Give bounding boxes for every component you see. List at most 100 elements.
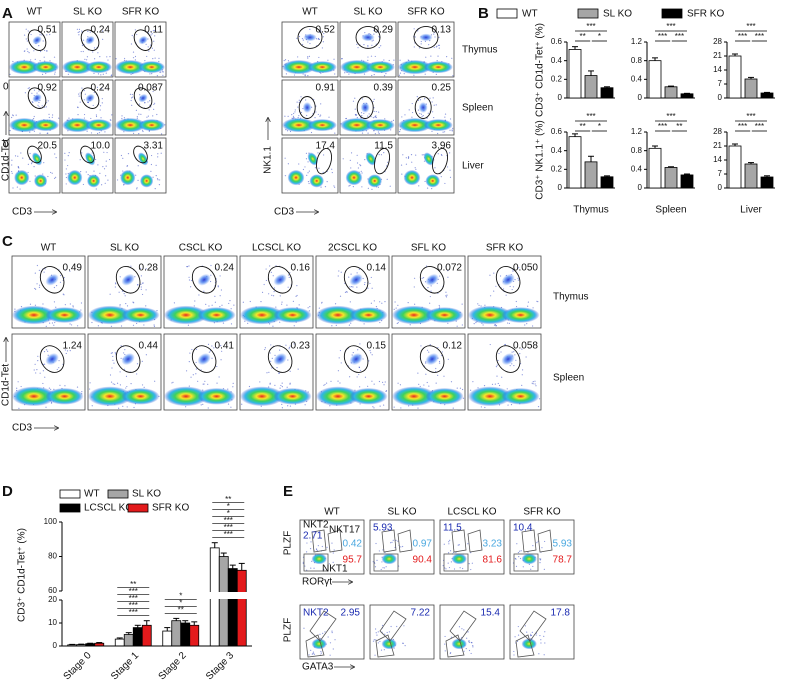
x-tick-label: Stage 2 (157, 650, 189, 681)
cell-dot (156, 113, 158, 116)
cell-density (521, 638, 537, 650)
cell-dot (411, 161, 413, 163)
cell-dot (532, 383, 534, 385)
cell-dot (140, 113, 142, 115)
cell-dot (329, 642, 332, 644)
cell-dot (46, 132, 48, 134)
legend-swatch (661, 8, 683, 19)
cell-density (32, 119, 59, 132)
cell-dot (392, 539, 394, 541)
gate-frequency: 0.29 (374, 25, 394, 36)
cell-dot (305, 152, 308, 154)
cell-dot (538, 398, 541, 400)
cell-dot (329, 654, 331, 656)
cell-dot (211, 357, 213, 359)
cell-dot (50, 388, 52, 390)
cell-dot (195, 368, 197, 370)
cell-dot (331, 168, 333, 170)
cell-dot (532, 381, 534, 383)
cell-dot (430, 55, 432, 57)
y-tick-label: 60 (48, 586, 57, 595)
cell-dot (29, 180, 31, 182)
cell-dot (446, 166, 449, 168)
cell-dot (43, 271, 45, 273)
cell-dot (113, 362, 115, 364)
cell-dot (209, 280, 212, 283)
cell-dot (393, 406, 395, 408)
cell-dot (322, 36, 324, 38)
cell-dot (527, 551, 529, 553)
cell-dot (34, 272, 36, 274)
cell-dot (27, 50, 29, 53)
cell-dot (162, 71, 164, 73)
cell-dot (308, 182, 310, 185)
cell-dot (33, 50, 35, 52)
cell-dot (468, 563, 470, 565)
cell-dot (144, 101, 146, 104)
cell-dot (426, 349, 429, 351)
gate-frequency: 0.25 (432, 83, 452, 94)
cell-dot (452, 127, 454, 129)
cell-dot (409, 324, 411, 326)
cell-dot (287, 115, 289, 117)
y-tick-label: 28 (713, 127, 722, 136)
significance: *** (224, 530, 233, 539)
gate (305, 634, 325, 658)
y-tick-label: 0.4 (631, 164, 643, 173)
bar (600, 87, 614, 99)
cell-dot (47, 100, 49, 102)
cell-density (365, 119, 395, 132)
cell-dot (81, 30, 83, 32)
cell-dot (434, 36, 436, 38)
cell-dot (39, 60, 41, 62)
cell-dot (49, 60, 51, 62)
cell-dot (160, 133, 163, 135)
cell-dot (383, 75, 386, 77)
cell-dot (118, 291, 120, 293)
cell-density (115, 59, 146, 75)
cell-dot (451, 130, 453, 132)
cell-dot (37, 360, 39, 362)
column-header: LCSCL KO (447, 507, 496, 518)
cell-dot (104, 131, 106, 133)
cell-density (501, 353, 515, 366)
cell-dot (447, 269, 449, 272)
legend-label: WT (522, 9, 538, 20)
cell-dot (354, 113, 357, 116)
cell-dot (509, 365, 511, 367)
gate (414, 96, 432, 119)
cell-dot (318, 167, 320, 169)
cell-dot (83, 113, 86, 116)
cell-dot (69, 323, 71, 325)
cell-dot (417, 407, 419, 409)
gate-frequency: 0.42 (343, 539, 363, 550)
cell-dot (441, 154, 443, 157)
cell-dot (137, 165, 139, 167)
cell-dot (76, 386, 79, 388)
cell-dot (484, 304, 486, 306)
legend-swatch (59, 489, 81, 499)
cell-dot (51, 172, 53, 174)
cell-dot (153, 108, 155, 110)
cell-dot (362, 277, 364, 280)
cell-dot (307, 75, 309, 77)
cell-dot (31, 161, 33, 163)
cell-dot (298, 115, 300, 117)
cell-dot (90, 117, 92, 120)
cell-dot (413, 277, 416, 279)
cell-dot (511, 288, 513, 291)
cell-dot (512, 286, 515, 288)
cell-dot (34, 288, 37, 290)
cell-dot (515, 359, 517, 361)
cell-dot (379, 321, 381, 324)
gate (513, 553, 539, 572)
cell-dot (395, 307, 397, 309)
cell-dot (28, 51, 30, 54)
cell-dot (58, 367, 60, 369)
cell-dot (188, 361, 190, 363)
cell-dot (334, 303, 337, 305)
cell-density (425, 174, 440, 188)
panel-label: D (2, 483, 13, 500)
y-tick-label: 14 (713, 65, 722, 74)
cell-dot (307, 41, 309, 43)
